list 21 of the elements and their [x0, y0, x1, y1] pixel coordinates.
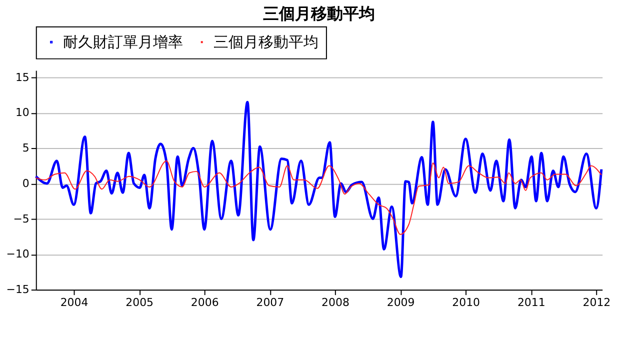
- line-series: [34, 100, 603, 278]
- y-tick-label: 5: [22, 142, 30, 155]
- x-tick-label: 2010: [452, 296, 480, 310]
- chart-title: 三個月移動平均: [262, 4, 375, 23]
- y-tick-label: −5: [13, 212, 30, 226]
- x-tick-label: 2004: [60, 296, 88, 310]
- x-tick-label: 2005: [126, 296, 154, 310]
- x-tick-label: 2008: [322, 296, 350, 310]
- y-tick-label: −10: [6, 248, 30, 261]
- line-series: [35, 160, 602, 235]
- x-tick-label: 2011: [517, 296, 546, 310]
- x-tick-label: 2006: [190, 296, 219, 310]
- legend-label: 三個月移動平均: [213, 33, 318, 52]
- x-tick-label: 2009: [386, 296, 415, 310]
- legend-label: 耐久財訂單月增率: [62, 33, 183, 52]
- y-tick-label: −15: [6, 283, 30, 296]
- x-tick-label: 2012: [582, 296, 611, 310]
- y-tick-label: 15: [15, 70, 30, 84]
- y-tick-label: 10: [15, 106, 30, 120]
- y-tick-label: 0: [22, 176, 30, 190]
- x-tick-label: 2007: [256, 296, 284, 310]
